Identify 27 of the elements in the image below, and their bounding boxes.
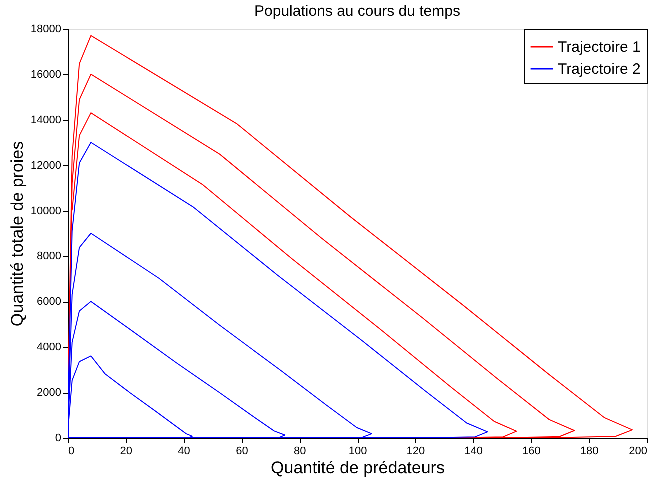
y-axis-title: Quantité totale de proies	[8, 141, 27, 327]
y-tick-label: 4000	[37, 342, 62, 354]
y-tick-label: 6000	[37, 296, 62, 308]
y-tick-label: 18000	[30, 24, 62, 36]
x-tick-label: 100	[348, 446, 368, 458]
x-tick-label: 120	[406, 446, 426, 458]
y-tick-label: 2000	[37, 387, 62, 400]
y-tick-label: 12000	[30, 160, 62, 172]
chart-title: Populations au cours du temps	[254, 3, 460, 20]
x-tick-label: 160	[522, 446, 541, 458]
x-tick-label: 20	[120, 446, 133, 458]
x-tick-label: 200	[629, 446, 648, 458]
y-tick-label: 0	[55, 432, 62, 444]
x-tick-label: 80	[294, 446, 306, 458]
y-tick-label: 8000	[37, 250, 62, 263]
x-axis-title: Quantité de prédateurs	[271, 458, 445, 478]
x-tick-label: 0	[68, 446, 75, 458]
x-tick-label: 40	[178, 446, 190, 458]
x-tick-label: 140	[464, 446, 483, 458]
y-tick-label: 14000	[30, 114, 62, 126]
y-tick-label: 10000	[30, 205, 62, 218]
line-series	[68, 142, 488, 438]
x-tick-label: 60	[236, 446, 248, 458]
x-tick-label: 180	[580, 446, 599, 458]
y-tick-label: 16000	[30, 68, 62, 81]
legend-label: Trajectoire 2	[558, 61, 641, 78]
legend-label: Trajectoire 1	[558, 39, 641, 56]
